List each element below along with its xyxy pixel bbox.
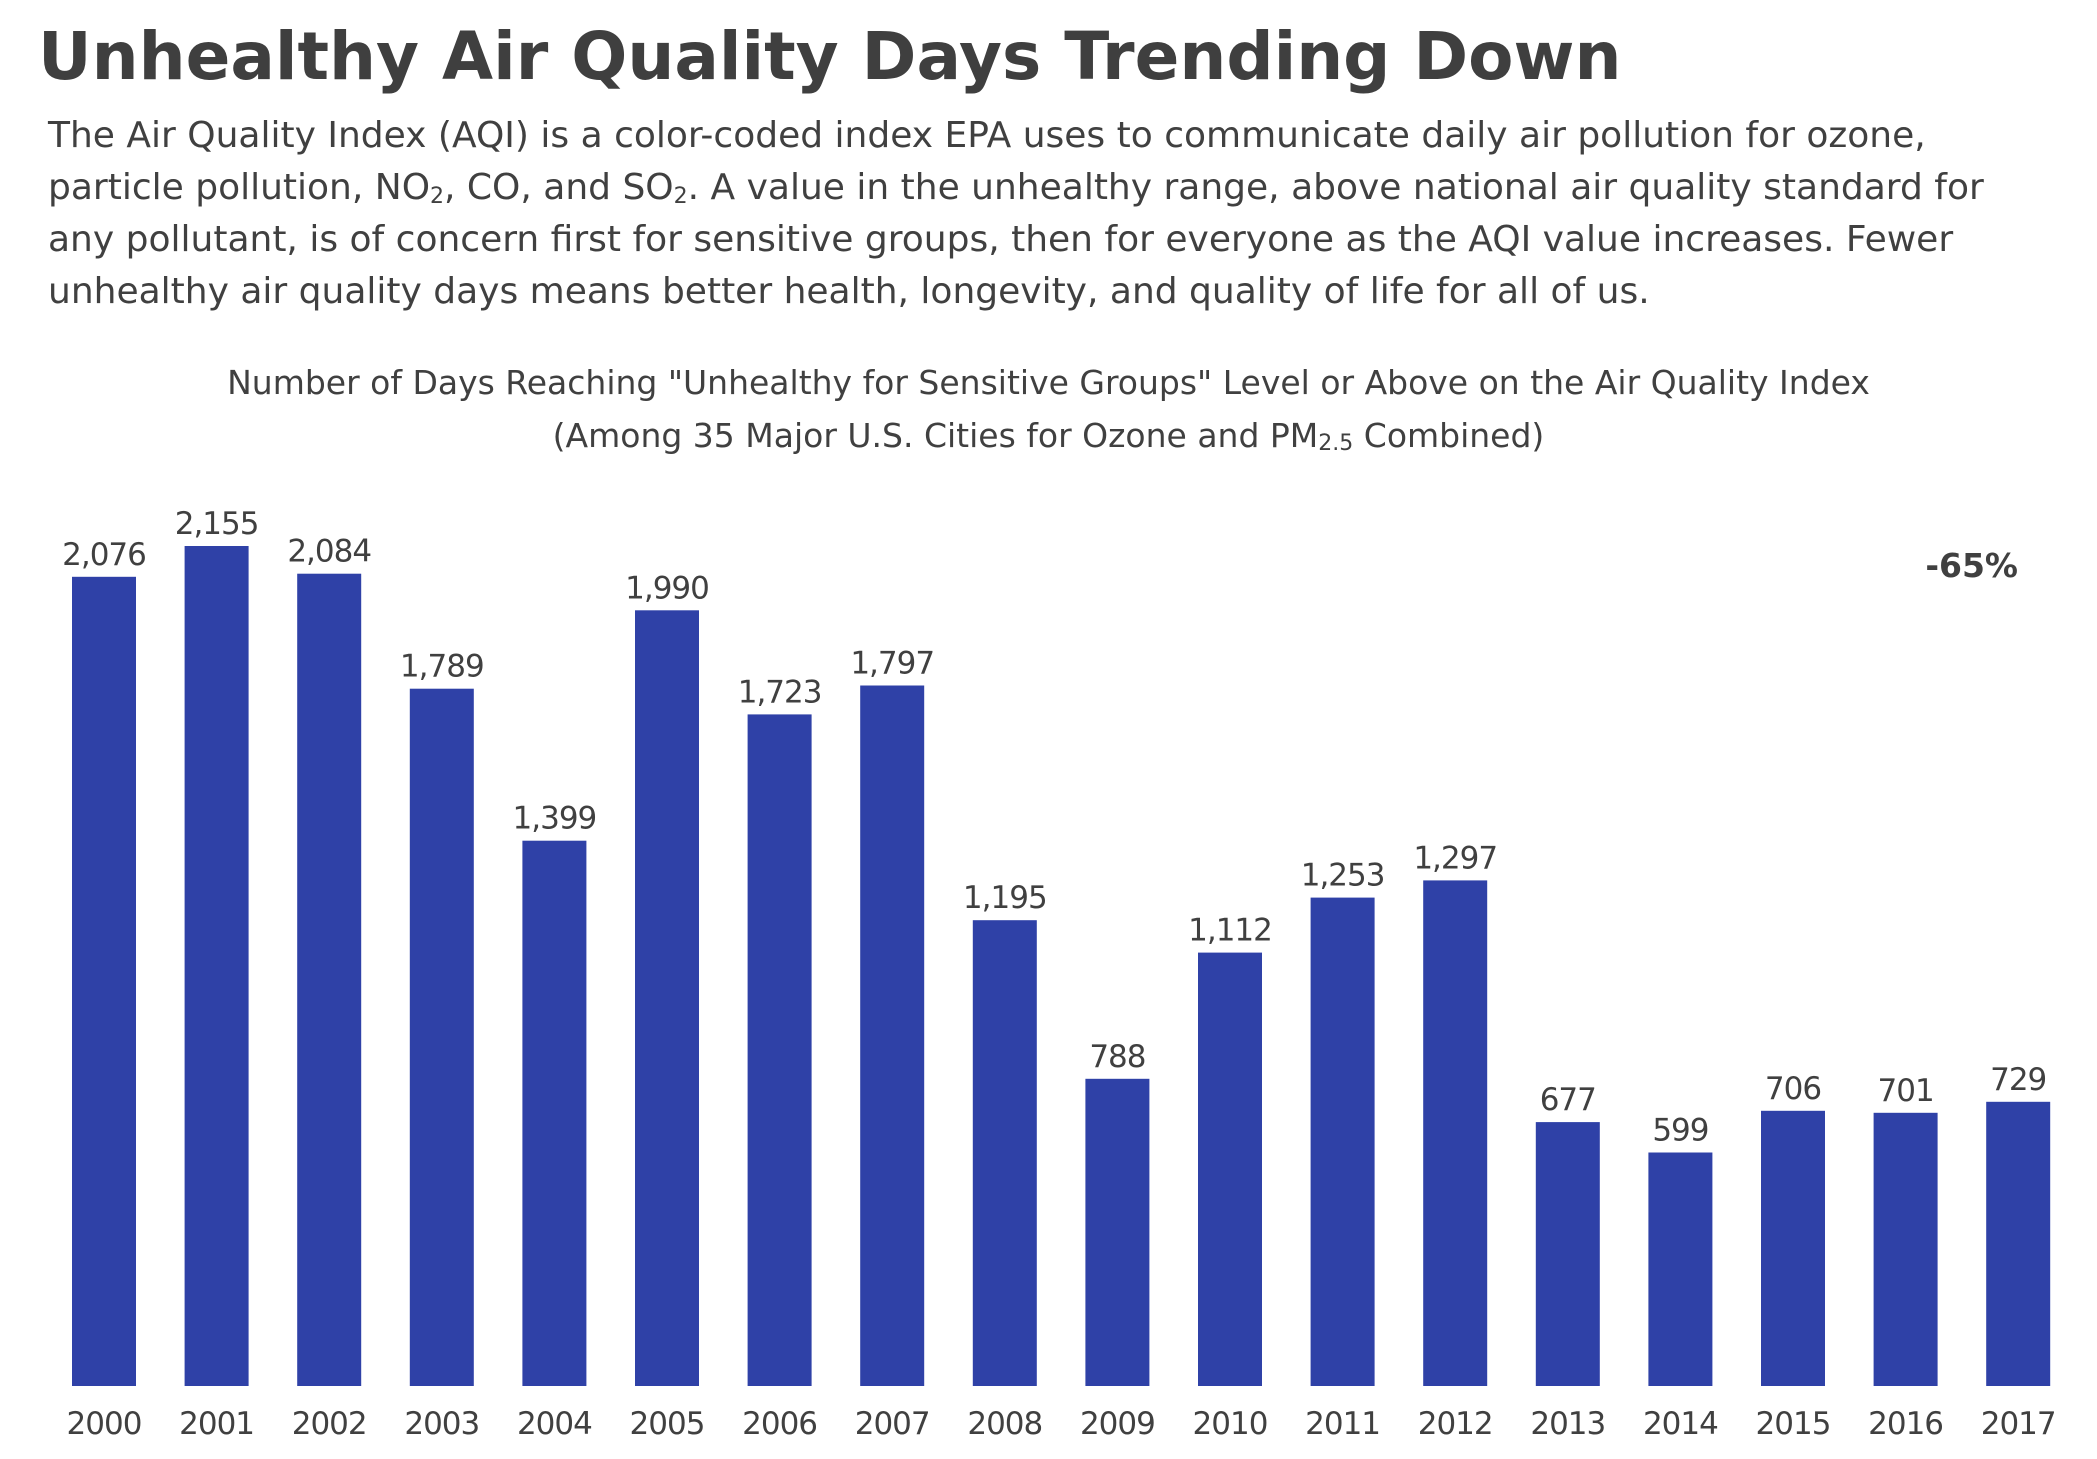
intro-subscript-no2: 2 (430, 184, 445, 209)
page-title: Unhealthy Air Quality Days Trending Down (38, 18, 1622, 95)
bar-value-label-2003: 1,789 (400, 649, 484, 685)
x-tick-label-2000: 2000 (67, 1406, 142, 1442)
bar-value-label-2006: 1,723 (738, 674, 822, 710)
change-annotation: -65% (1925, 546, 2018, 585)
x-tick-label-2006: 2006 (742, 1406, 817, 1442)
bar-value-label-2009: 788 (1089, 1039, 1145, 1075)
intro-text-2: , CO, and SO (444, 167, 674, 208)
bar-value-label-2005: 1,990 (625, 570, 709, 606)
bar-value-label-2012: 1,297 (1413, 840, 1497, 876)
x-tick-label-2017: 2017 (1981, 1406, 2056, 1442)
bar-2010 (1198, 952, 1262, 1386)
bar-2002 (297, 573, 362, 1386)
bar-2016 (1873, 1112, 1938, 1386)
bar-2000 (72, 576, 136, 1386)
x-tick-label-2009: 2009 (1080, 1406, 1155, 1442)
x-tick-label-2012: 2012 (1418, 1406, 1493, 1442)
chart-subtitle-text-2: Combined) (1353, 416, 1545, 455)
intro-paragraph: The Air Quality Index (AQI) is a color-c… (48, 110, 2058, 318)
x-tick-label-2007: 2007 (855, 1406, 930, 1442)
bar-value-label-2000: 2,076 (62, 537, 146, 573)
bar-value-label-2015: 706 (1765, 1071, 1821, 1107)
bar-2001 (184, 546, 249, 1386)
bar-2017 (1986, 1101, 2051, 1386)
chart-subtitle-subscript: 2.5 (1318, 431, 1354, 456)
chart-subtitle-text-1: (Among 35 Major U.S. Cities for Ozone an… (552, 416, 1319, 455)
bar-2012 (1423, 880, 1488, 1386)
x-axis-ticks: 2000 2001 2002 2003 2004 2005 2006 2007 2008 2009… (67, 1406, 2057, 1442)
x-tick-label-2002: 2002 (292, 1406, 367, 1442)
bar-value-label-2011: 1,253 (1301, 858, 1385, 894)
intro-text-3: . A value in the unhealthy range, above … (48, 167, 1984, 312)
chart-title: Number of Days Reaching "Unhealthy for S… (227, 363, 1870, 402)
x-tick-label-2016: 2016 (1868, 1406, 1943, 1442)
bar-value-label-2002: 2,084 (287, 534, 371, 570)
bar-2013 (1535, 1122, 1600, 1386)
bar-2007 (860, 685, 925, 1386)
x-tick-label-2005: 2005 (630, 1406, 705, 1442)
x-tick-label-2015: 2015 (1756, 1406, 1831, 1442)
bar-value-label-2001: 2,155 (175, 506, 259, 542)
x-tick-label-2014: 2014 (1643, 1406, 1718, 1442)
bar-2003 (409, 688, 474, 1386)
bar-value-label-2016: 701 (1878, 1073, 1934, 1109)
x-tick-label-2003: 2003 (404, 1406, 479, 1442)
intro-subscript-so2: 2 (673, 184, 688, 209)
bar-labels-group: 2,076 2,155 2,084 1,789 1,399 1,990 1,723 1,797… (62, 506, 2047, 1149)
bar-value-label-2004: 1,399 (513, 801, 597, 837)
x-tick-label-2008: 2008 (967, 1406, 1042, 1442)
bar-2011 (1310, 897, 1375, 1386)
x-tick-label-2013: 2013 (1530, 1406, 1605, 1442)
bar-2008 (972, 920, 1037, 1386)
bar-2009 (1085, 1078, 1150, 1386)
x-tick-label-2001: 2001 (179, 1406, 254, 1442)
x-tick-label-2011: 2011 (1305, 1406, 1380, 1442)
bar-2005 (635, 610, 699, 1386)
bar-value-label-2007: 1,797 (850, 646, 934, 682)
bar-2004 (522, 840, 587, 1386)
chart-subtitle: (Among 35 Major U.S. Cities for Ozone an… (0, 416, 2097, 455)
bar-value-label-2017: 729 (1990, 1062, 2046, 1098)
bar-value-label-2008: 1,195 (963, 880, 1047, 916)
intro-text-1: The Air Quality Index (AQI) is a color-c… (48, 115, 1926, 208)
x-tick-label-2010: 2010 (1193, 1406, 1268, 1442)
bar-value-label-2010: 1,112 (1188, 913, 1272, 949)
bar-value-label-2014: 599 (1652, 1113, 1708, 1149)
bar-2014 (1648, 1152, 1713, 1386)
bar-2015 (1761, 1110, 1825, 1386)
x-tick-label-2004: 2004 (517, 1406, 592, 1442)
bar-2006 (747, 714, 812, 1386)
bar-value-label-2013: 677 (1540, 1082, 1596, 1118)
bars-group (72, 546, 2051, 1386)
